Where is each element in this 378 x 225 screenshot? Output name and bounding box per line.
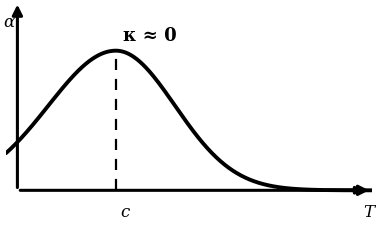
Text: T: T [364,203,375,220]
Text: c: c [120,203,130,220]
Text: κ ≈ 0: κ ≈ 0 [122,27,177,45]
Text: α: α [3,14,15,31]
